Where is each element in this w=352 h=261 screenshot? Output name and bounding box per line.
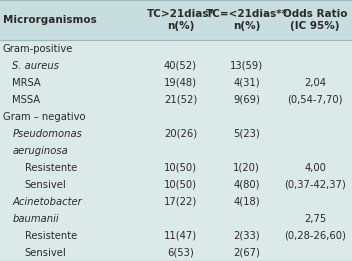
Text: (0,37-42,37): (0,37-42,37)	[284, 180, 346, 190]
Text: 2(33): 2(33)	[233, 230, 260, 241]
Text: 40(52): 40(52)	[164, 61, 197, 71]
Text: Pseudomonas: Pseudomonas	[12, 129, 82, 139]
Text: 4,00: 4,00	[304, 163, 326, 173]
Text: 5(23): 5(23)	[233, 129, 260, 139]
Text: 10(50): 10(50)	[164, 180, 197, 190]
Text: 13(59): 13(59)	[230, 61, 263, 71]
Text: Resistente: Resistente	[25, 230, 77, 241]
Text: 19(48): 19(48)	[164, 78, 197, 88]
Text: 21(52): 21(52)	[164, 95, 197, 105]
Text: Gram – negativo: Gram – negativo	[3, 112, 85, 122]
Text: aeruginosa: aeruginosa	[12, 146, 68, 156]
Text: 17(22): 17(22)	[164, 197, 197, 207]
Text: Odds Ratio
(IC 95%): Odds Ratio (IC 95%)	[283, 9, 347, 31]
Text: Gram-positive: Gram-positive	[3, 44, 73, 54]
Text: 4(80): 4(80)	[233, 180, 260, 190]
Bar	[0, 0, 352, 40]
Text: Sensivel: Sensivel	[25, 247, 67, 258]
Text: 11(47): 11(47)	[164, 230, 197, 241]
Text: 2,75: 2,75	[304, 213, 326, 224]
Text: (0,28-26,60): (0,28-26,60)	[284, 230, 346, 241]
Text: Acinetobacter: Acinetobacter	[12, 197, 82, 207]
Text: MRSA: MRSA	[12, 78, 41, 88]
Text: 1(20): 1(20)	[233, 163, 260, 173]
Text: 2,04: 2,04	[304, 78, 326, 88]
Text: TC=<21dias**
n(%): TC=<21dias** n(%)	[206, 9, 287, 31]
Text: (0,54-7,70): (0,54-7,70)	[287, 95, 343, 105]
Text: 20(26): 20(26)	[164, 129, 197, 139]
Text: 4(31): 4(31)	[233, 78, 260, 88]
Text: S. aureus: S. aureus	[12, 61, 59, 71]
Text: 10(50): 10(50)	[164, 163, 197, 173]
Text: MSSA: MSSA	[12, 95, 40, 105]
Text: 6(53): 6(53)	[167, 247, 194, 258]
Text: Sensivel: Sensivel	[25, 180, 67, 190]
Text: Resistente: Resistente	[25, 163, 77, 173]
Text: TC>21dias*
n(%): TC>21dias* n(%)	[146, 9, 214, 31]
Text: 9(69): 9(69)	[233, 95, 260, 105]
Text: 4(18): 4(18)	[233, 197, 260, 207]
Text: Microrganismos: Microrganismos	[3, 15, 96, 25]
Text: 2(67): 2(67)	[233, 247, 260, 258]
Bar	[0, 40, 352, 261]
Text: baumanii: baumanii	[12, 213, 59, 224]
